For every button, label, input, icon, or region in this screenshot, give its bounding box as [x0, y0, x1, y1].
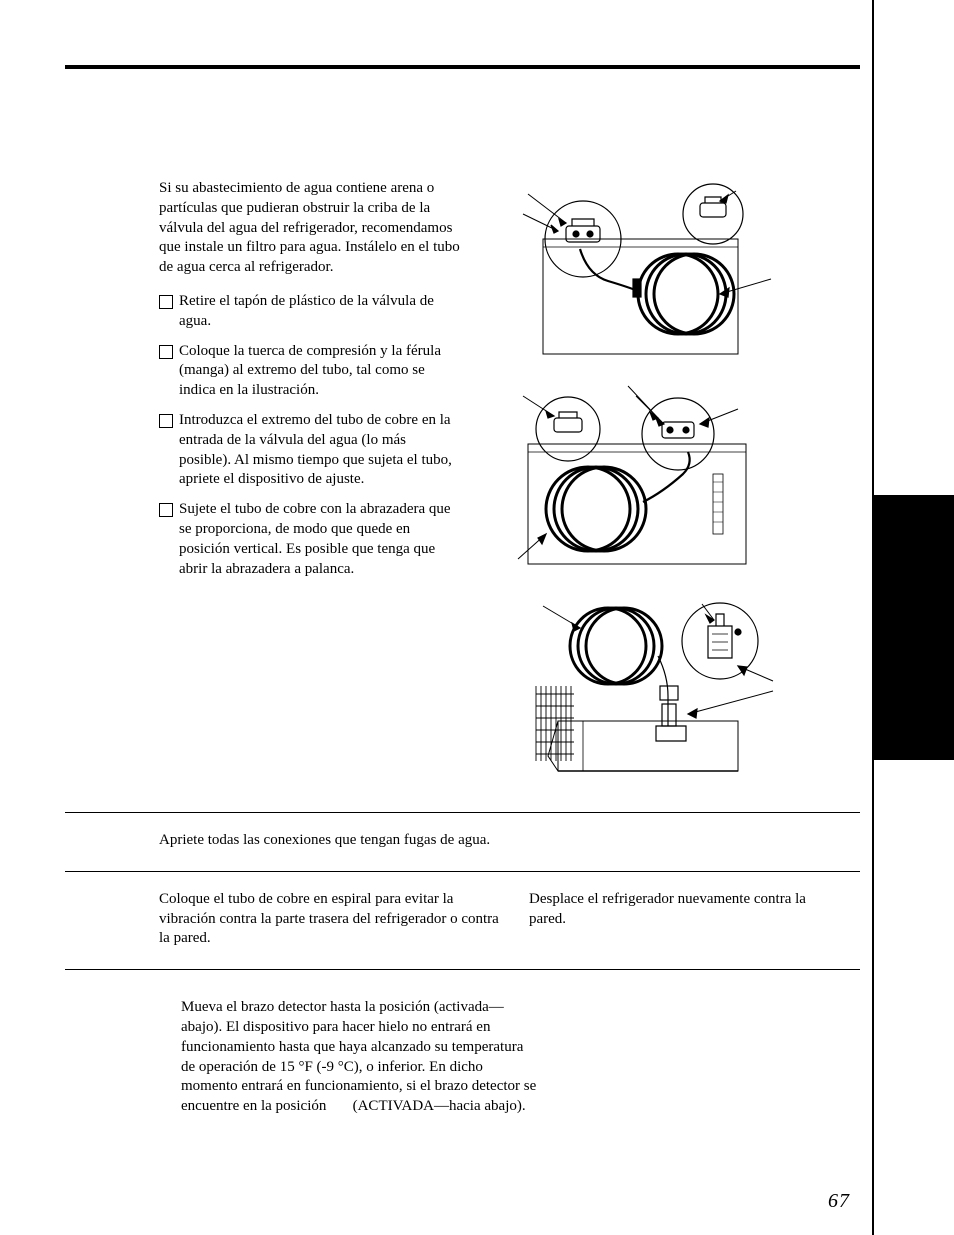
check-item: Sujete el tubo de cobre con la abrazader… [159, 500, 460, 579]
check-text: Introduzca el extremo del tubo de cobre … [179, 411, 460, 490]
section-feeler-arm: Mueva el brazo detector hasta la posició… [65, 998, 860, 1117]
divider [65, 969, 860, 970]
checkbox-icon [159, 295, 173, 309]
divider [65, 812, 860, 813]
check-item: Introduzca el extremo del tubo de cobre … [159, 411, 460, 490]
diagram-valve-top [488, 179, 788, 364]
section10-right: Desplace el refrigerador nuevamente cont… [529, 890, 839, 949]
diagram-valve-mid [488, 374, 788, 574]
check-item: Coloque la tuerca de compresión y la fér… [159, 342, 460, 401]
section11-post: (ACTIVADA—hacia abajo). [353, 1098, 526, 1114]
section8-diagrams-col [488, 179, 860, 786]
section-coil: Coloque el tubo de cobre en espiral para… [65, 890, 860, 955]
checkbox-icon [159, 503, 173, 517]
section8-intro: Si su abastecimiento de agua contiene ar… [159, 179, 460, 278]
section8-text-col: Si su abastecimiento de agua contiene ar… [65, 179, 460, 786]
diagram-svg [488, 586, 788, 786]
top-rule [65, 65, 860, 69]
diagram-valve-bottom [488, 586, 788, 786]
checkbox-icon [159, 345, 173, 359]
check-item: Retire el tapón de plástico de la válvul… [159, 292, 460, 332]
section11-on [330, 1098, 353, 1114]
sidebar-tabs [872, 0, 954, 1235]
check-text: Retire el tapón de plástico de la válvul… [179, 292, 460, 332]
check-text: Coloque la tuerca de compresión y la fér… [179, 342, 460, 401]
section-connect-tubing: Si su abastecimiento de agua contiene ar… [65, 179, 860, 786]
diagram-svg [488, 179, 788, 364]
page-number: 67 [828, 1190, 850, 1213]
section10-left: Coloque el tubo de cobre en espiral para… [159, 890, 499, 949]
divider [65, 871, 860, 872]
section11-pre: Mueva el brazo detector hasta la posició… [181, 999, 536, 1114]
checkbox-icon [159, 414, 173, 428]
page-content: Si su abastecimiento de agua contiene ar… [0, 0, 870, 1235]
section-leaks: Apriete todas las conexiones que tengan … [65, 831, 860, 857]
check-text: Sujete el tubo de cobre con la abrazader… [179, 500, 460, 579]
diagram-svg [488, 374, 788, 574]
section9-text: Apriete todas las conexiones que tengan … [159, 831, 499, 851]
sidebar-tab-active [874, 495, 954, 760]
section11-text: Mueva el brazo detector hasta la posició… [181, 998, 541, 1117]
